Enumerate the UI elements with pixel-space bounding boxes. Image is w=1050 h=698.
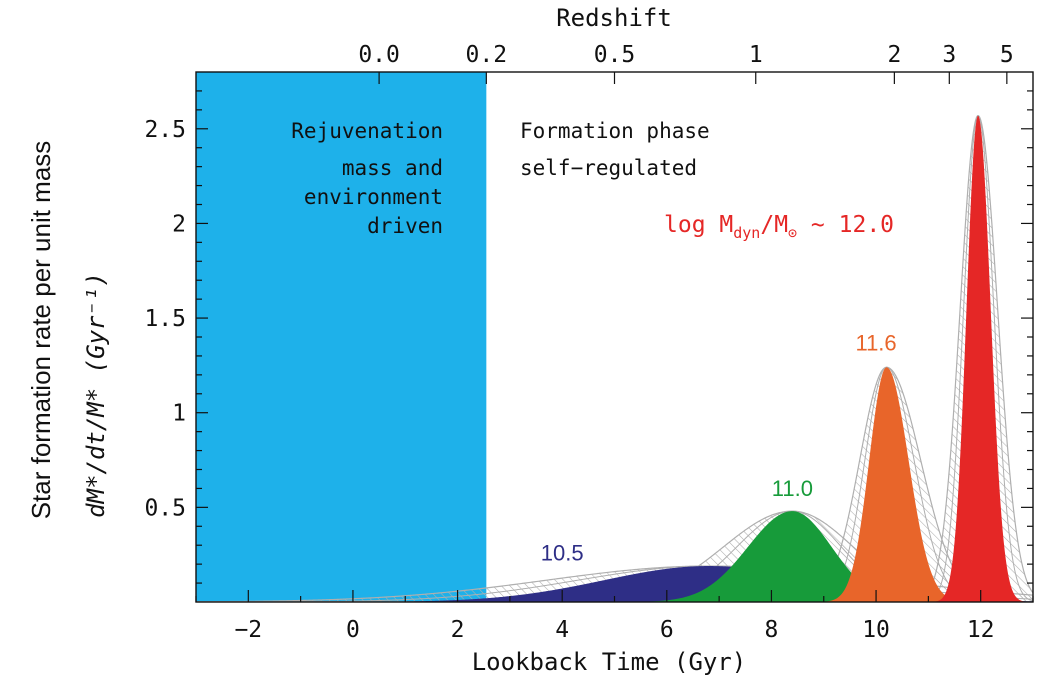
top-tick-label: 0.2 bbox=[466, 42, 508, 68]
y-tick-label: 2 bbox=[172, 211, 186, 237]
y-tick-label: 0.5 bbox=[144, 495, 186, 521]
mass-label-sun: ⊙ bbox=[788, 224, 797, 242]
series-labels: 10.5 11.0 11.6 bbox=[541, 330, 897, 565]
x-tick-label: 8 bbox=[765, 617, 779, 643]
series-label-11-6: 11.6 bbox=[855, 330, 896, 355]
formation-title: Formation phase bbox=[520, 119, 710, 143]
formation-line-2: self−regulated bbox=[520, 156, 697, 180]
mass-label-value: ~ 12.0 bbox=[797, 212, 894, 238]
x-tick-label: −2 bbox=[234, 617, 262, 643]
y-tick-label: 1.5 bbox=[144, 306, 186, 332]
x-tick-label: 4 bbox=[555, 617, 569, 643]
x-tick-label: 12 bbox=[967, 617, 995, 643]
top-axis-title: Redshift bbox=[556, 4, 672, 32]
rejuvenation-region bbox=[196, 72, 487, 602]
x-axis-title: Lookback Time (Gyr) bbox=[472, 648, 747, 676]
x-tick-label: 0 bbox=[346, 617, 360, 643]
top-tick-label: 2 bbox=[887, 42, 901, 68]
rejuvenation-line-2: mass and bbox=[342, 156, 443, 180]
series-envelope-inner-11-6 bbox=[196, 366, 1033, 602]
rejuvenation-line-3: environment bbox=[304, 185, 443, 209]
top-tick-label: 5 bbox=[1000, 42, 1014, 68]
page-side-label: Star formation rate per unit mass bbox=[26, 141, 56, 520]
rejuvenation-title: Rejuvenation bbox=[291, 119, 443, 143]
series-fill-layer bbox=[196, 115, 1033, 602]
top-tick-label: 1 bbox=[749, 42, 763, 68]
y-tick-labels: 0.5 1 1.5 2 2.5 bbox=[144, 117, 186, 522]
top-tick-label: 3 bbox=[942, 42, 956, 68]
series-label-11-0: 11.0 bbox=[772, 476, 813, 501]
mass-label-prefix: log M bbox=[664, 212, 733, 238]
x-tick-labels: −2 0 2 4 6 8 10 12 bbox=[234, 617, 994, 643]
series-envelope-edge-11-6 bbox=[196, 366, 1033, 602]
axis-ticks bbox=[195, 72, 1034, 602]
mass-label-sub-dyn: dyn bbox=[733, 224, 760, 242]
mass-label: log Mdyn/M⊙ ~ 12.0 bbox=[664, 212, 894, 242]
x-tick-label: 6 bbox=[660, 617, 674, 643]
mass-label-slash: /M bbox=[760, 212, 788, 238]
x-tick-label: 10 bbox=[862, 617, 890, 643]
series-area-11-0 bbox=[196, 511, 1033, 602]
series-label-10-5: 10.5 bbox=[541, 540, 584, 565]
y-axis-title: dM*/dt/M* (Gyr⁻¹) bbox=[82, 272, 110, 518]
top-tick-labels: 0.0 0.2 0.5 1 2 3 5 bbox=[358, 42, 1013, 68]
series-envelope-12-0 bbox=[196, 115, 1033, 602]
x-tick-label: 2 bbox=[451, 617, 465, 643]
top-tick-label: 0.0 bbox=[358, 42, 400, 68]
y-tick-label: 1 bbox=[172, 401, 186, 427]
y-tick-label: 2.5 bbox=[144, 117, 186, 143]
rejuvenation-line-4: driven bbox=[367, 214, 443, 238]
top-tick-label: 0.5 bbox=[594, 42, 636, 68]
